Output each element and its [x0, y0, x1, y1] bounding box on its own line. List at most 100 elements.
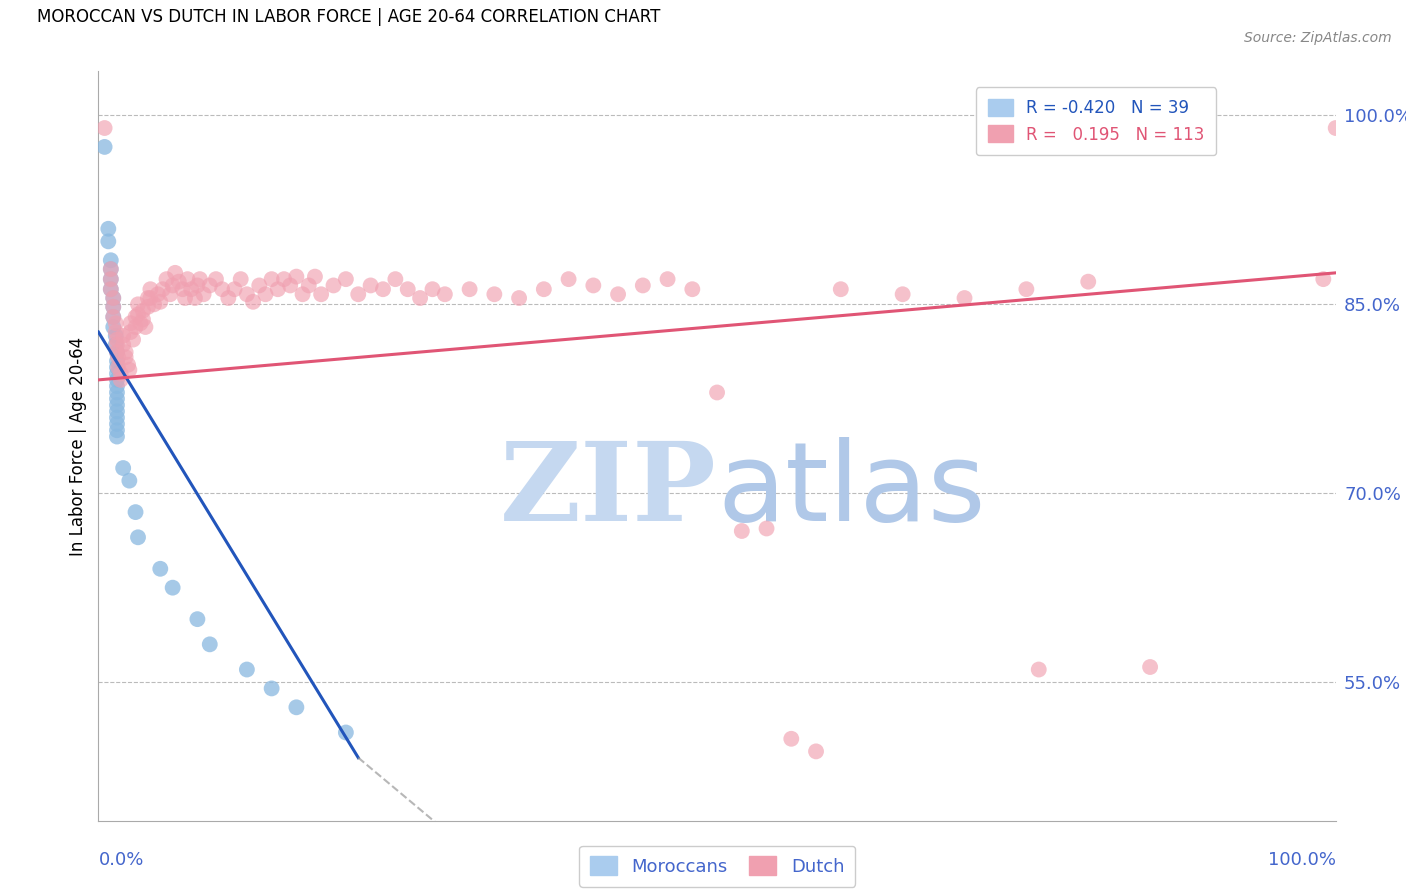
Point: [105, 392, 128, 406]
Point: [105, 337, 128, 351]
Point: [152, 282, 174, 296]
Point: [184, 291, 207, 305]
Point: [186, 612, 208, 626]
Point: [105, 417, 128, 431]
Point: [103, 310, 125, 324]
Point: [114, 350, 136, 364]
Point: [285, 700, 308, 714]
Point: [162, 581, 184, 595]
Text: 0.0%: 0.0%: [98, 851, 143, 869]
Point: [186, 278, 208, 293]
Text: ZIP: ZIP: [501, 437, 717, 544]
Point: [112, 461, 135, 475]
Point: [780, 731, 803, 746]
Point: [304, 269, 326, 284]
Point: [804, 744, 827, 758]
Point: [298, 278, 321, 293]
Point: [172, 282, 194, 296]
Point: [422, 282, 444, 296]
Point: [533, 282, 555, 296]
Point: [409, 291, 432, 305]
Point: [105, 385, 128, 400]
Point: [167, 275, 190, 289]
Point: [127, 307, 149, 321]
Point: [165, 266, 187, 280]
Point: [484, 287, 506, 301]
Point: [97, 221, 120, 235]
Point: [127, 530, 149, 544]
Point: [335, 725, 357, 739]
Point: [139, 282, 162, 296]
Point: [129, 316, 152, 330]
Point: [731, 524, 754, 538]
Point: [122, 333, 145, 347]
Point: [100, 262, 122, 277]
Point: [120, 316, 142, 330]
Point: [146, 287, 169, 301]
Point: [124, 505, 146, 519]
Point: [953, 291, 976, 305]
Point: [247, 278, 270, 293]
Point: [104, 337, 127, 351]
Point: [211, 282, 233, 296]
Point: [285, 269, 308, 284]
Point: [143, 297, 166, 311]
Point: [1077, 275, 1099, 289]
Point: [706, 385, 728, 400]
Point: [105, 367, 128, 381]
Point: [100, 253, 122, 268]
Point: [103, 300, 125, 314]
Point: [104, 316, 127, 330]
Point: [582, 278, 605, 293]
Point: [278, 278, 301, 293]
Point: [134, 320, 156, 334]
Point: [384, 272, 406, 286]
Point: [236, 663, 259, 677]
Point: [607, 287, 630, 301]
Text: MOROCCAN VS DUTCH IN LABOR FORCE | AGE 20-64 CORRELATION CHART: MOROCCAN VS DUTCH IN LABOR FORCE | AGE 2…: [37, 8, 659, 27]
Point: [124, 320, 146, 334]
Point: [267, 282, 290, 296]
Point: [657, 272, 679, 286]
Point: [273, 272, 295, 286]
Point: [260, 681, 283, 696]
Point: [105, 373, 128, 387]
Text: atlas: atlas: [717, 437, 986, 544]
Point: [198, 278, 221, 293]
Point: [136, 291, 159, 305]
Point: [1015, 282, 1038, 296]
Point: [120, 325, 142, 339]
Point: [309, 287, 332, 301]
Point: [681, 282, 703, 296]
Point: [114, 345, 136, 359]
Point: [105, 404, 128, 418]
Point: [112, 328, 135, 343]
Point: [127, 297, 149, 311]
Point: [1324, 121, 1347, 136]
Point: [105, 379, 128, 393]
Point: [93, 140, 115, 154]
Point: [155, 272, 177, 286]
Point: [100, 272, 122, 286]
Point: [104, 325, 127, 339]
Point: [118, 474, 141, 488]
Point: [100, 282, 122, 296]
Point: [198, 637, 221, 651]
Point: [132, 303, 155, 318]
Point: [224, 282, 246, 296]
Point: [217, 291, 239, 305]
Point: [107, 350, 129, 364]
Point: [236, 287, 259, 301]
Point: [103, 300, 125, 314]
Point: [360, 278, 382, 293]
Point: [180, 282, 202, 296]
Point: [322, 278, 344, 293]
Y-axis label: In Labor Force | Age 20-64: In Labor Force | Age 20-64: [69, 336, 87, 556]
Point: [100, 272, 122, 286]
Text: Source: ZipAtlas.com: Source: ZipAtlas.com: [1244, 31, 1392, 45]
Point: [193, 287, 215, 301]
Point: [105, 410, 128, 425]
Point: [205, 272, 228, 286]
Point: [105, 360, 128, 375]
Point: [118, 363, 141, 377]
